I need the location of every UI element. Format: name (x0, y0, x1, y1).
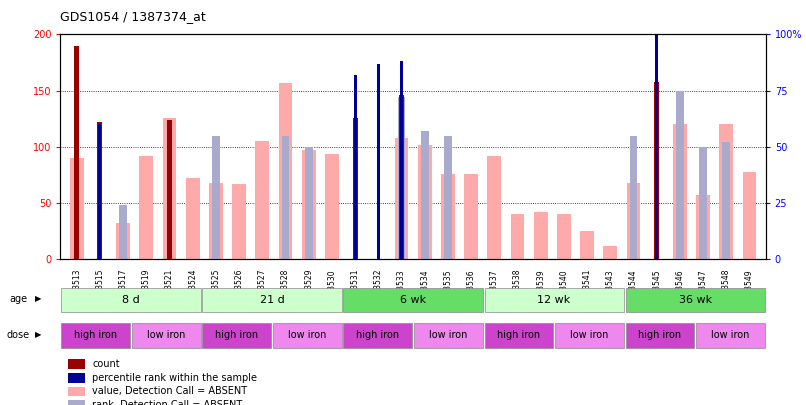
Bar (400, 62, 403, 259)
Text: 8 d: 8 d (122, 295, 140, 305)
Text: age: age (10, 294, 27, 304)
Bar (555, 323, 624, 348)
Bar (625, 288, 765, 313)
Bar (185, 178, 200, 259)
Bar (414, 323, 483, 348)
Bar (676, 91, 683, 259)
Bar (484, 288, 624, 313)
Bar (256, 141, 269, 259)
Bar (488, 156, 501, 259)
Text: low iron: low iron (288, 330, 326, 340)
Text: percentile rank within the sample: percentile rank within the sample (92, 373, 257, 383)
Bar (580, 231, 594, 259)
Bar (68, 400, 85, 405)
Bar (421, 131, 429, 259)
Bar (399, 95, 404, 259)
Bar (68, 373, 85, 383)
Bar (301, 150, 316, 259)
Text: 36 wk: 36 wk (679, 295, 712, 305)
Bar (305, 147, 313, 259)
Bar (654, 82, 659, 259)
Bar (625, 323, 694, 348)
Bar (98, 124, 102, 259)
Bar (441, 174, 455, 259)
Text: rank, Detection Call = ABSENT: rank, Detection Call = ABSENT (92, 400, 243, 405)
Bar (418, 145, 432, 259)
Bar (343, 288, 483, 313)
Bar (202, 288, 342, 313)
Bar (394, 138, 409, 259)
Bar (209, 183, 222, 259)
Bar (70, 158, 84, 259)
Bar (325, 153, 339, 259)
Bar (232, 184, 246, 259)
Bar (202, 323, 271, 348)
Text: low iron: low iron (429, 330, 467, 340)
Text: high iron: high iron (356, 330, 400, 340)
Text: high iron: high iron (215, 330, 259, 340)
Text: low iron: low iron (711, 330, 750, 340)
Bar (397, 97, 405, 259)
Bar (119, 205, 127, 259)
Bar (655, 34, 659, 259)
Bar (673, 124, 687, 259)
Bar (132, 323, 201, 348)
Bar (98, 122, 102, 259)
Bar (167, 120, 172, 259)
Text: high iron: high iron (497, 330, 541, 340)
Bar (353, 117, 358, 259)
Bar (354, 75, 356, 259)
Bar (68, 359, 85, 369)
Text: GDS1054 / 1387374_at: GDS1054 / 1387374_at (60, 10, 206, 23)
Bar (139, 156, 153, 259)
Bar (61, 323, 130, 348)
Bar (534, 212, 547, 259)
Text: low iron: low iron (147, 330, 185, 340)
Bar (696, 323, 765, 348)
Bar (464, 174, 478, 259)
Text: low iron: low iron (570, 330, 609, 340)
Bar (279, 83, 293, 259)
Bar (626, 183, 641, 259)
Bar (281, 136, 289, 259)
Bar (696, 195, 710, 259)
Bar (700, 147, 707, 259)
Bar (273, 323, 342, 348)
Bar (163, 117, 177, 259)
Bar (557, 214, 571, 259)
Text: 21 d: 21 d (260, 295, 285, 305)
Bar (61, 288, 201, 313)
Text: 6 wk: 6 wk (400, 295, 426, 305)
Text: ▶: ▶ (35, 330, 41, 339)
Bar (116, 223, 130, 259)
Bar (722, 142, 730, 259)
Text: 12 wk: 12 wk (538, 295, 571, 305)
Bar (74, 46, 79, 259)
Bar (68, 386, 85, 396)
Bar (484, 323, 553, 348)
Text: high iron: high iron (74, 330, 118, 340)
Bar (444, 136, 451, 259)
Text: ▶: ▶ (35, 294, 41, 303)
Bar (719, 124, 733, 259)
Bar (510, 214, 525, 259)
Text: count: count (92, 359, 120, 369)
Bar (629, 136, 638, 259)
Text: high iron: high iron (638, 330, 682, 340)
Bar (343, 323, 412, 348)
Bar (604, 246, 617, 259)
Bar (212, 136, 220, 259)
Text: dose: dose (6, 330, 30, 339)
Bar (742, 172, 756, 259)
Text: value, Detection Call = ABSENT: value, Detection Call = ABSENT (92, 386, 247, 396)
Bar (376, 64, 380, 259)
